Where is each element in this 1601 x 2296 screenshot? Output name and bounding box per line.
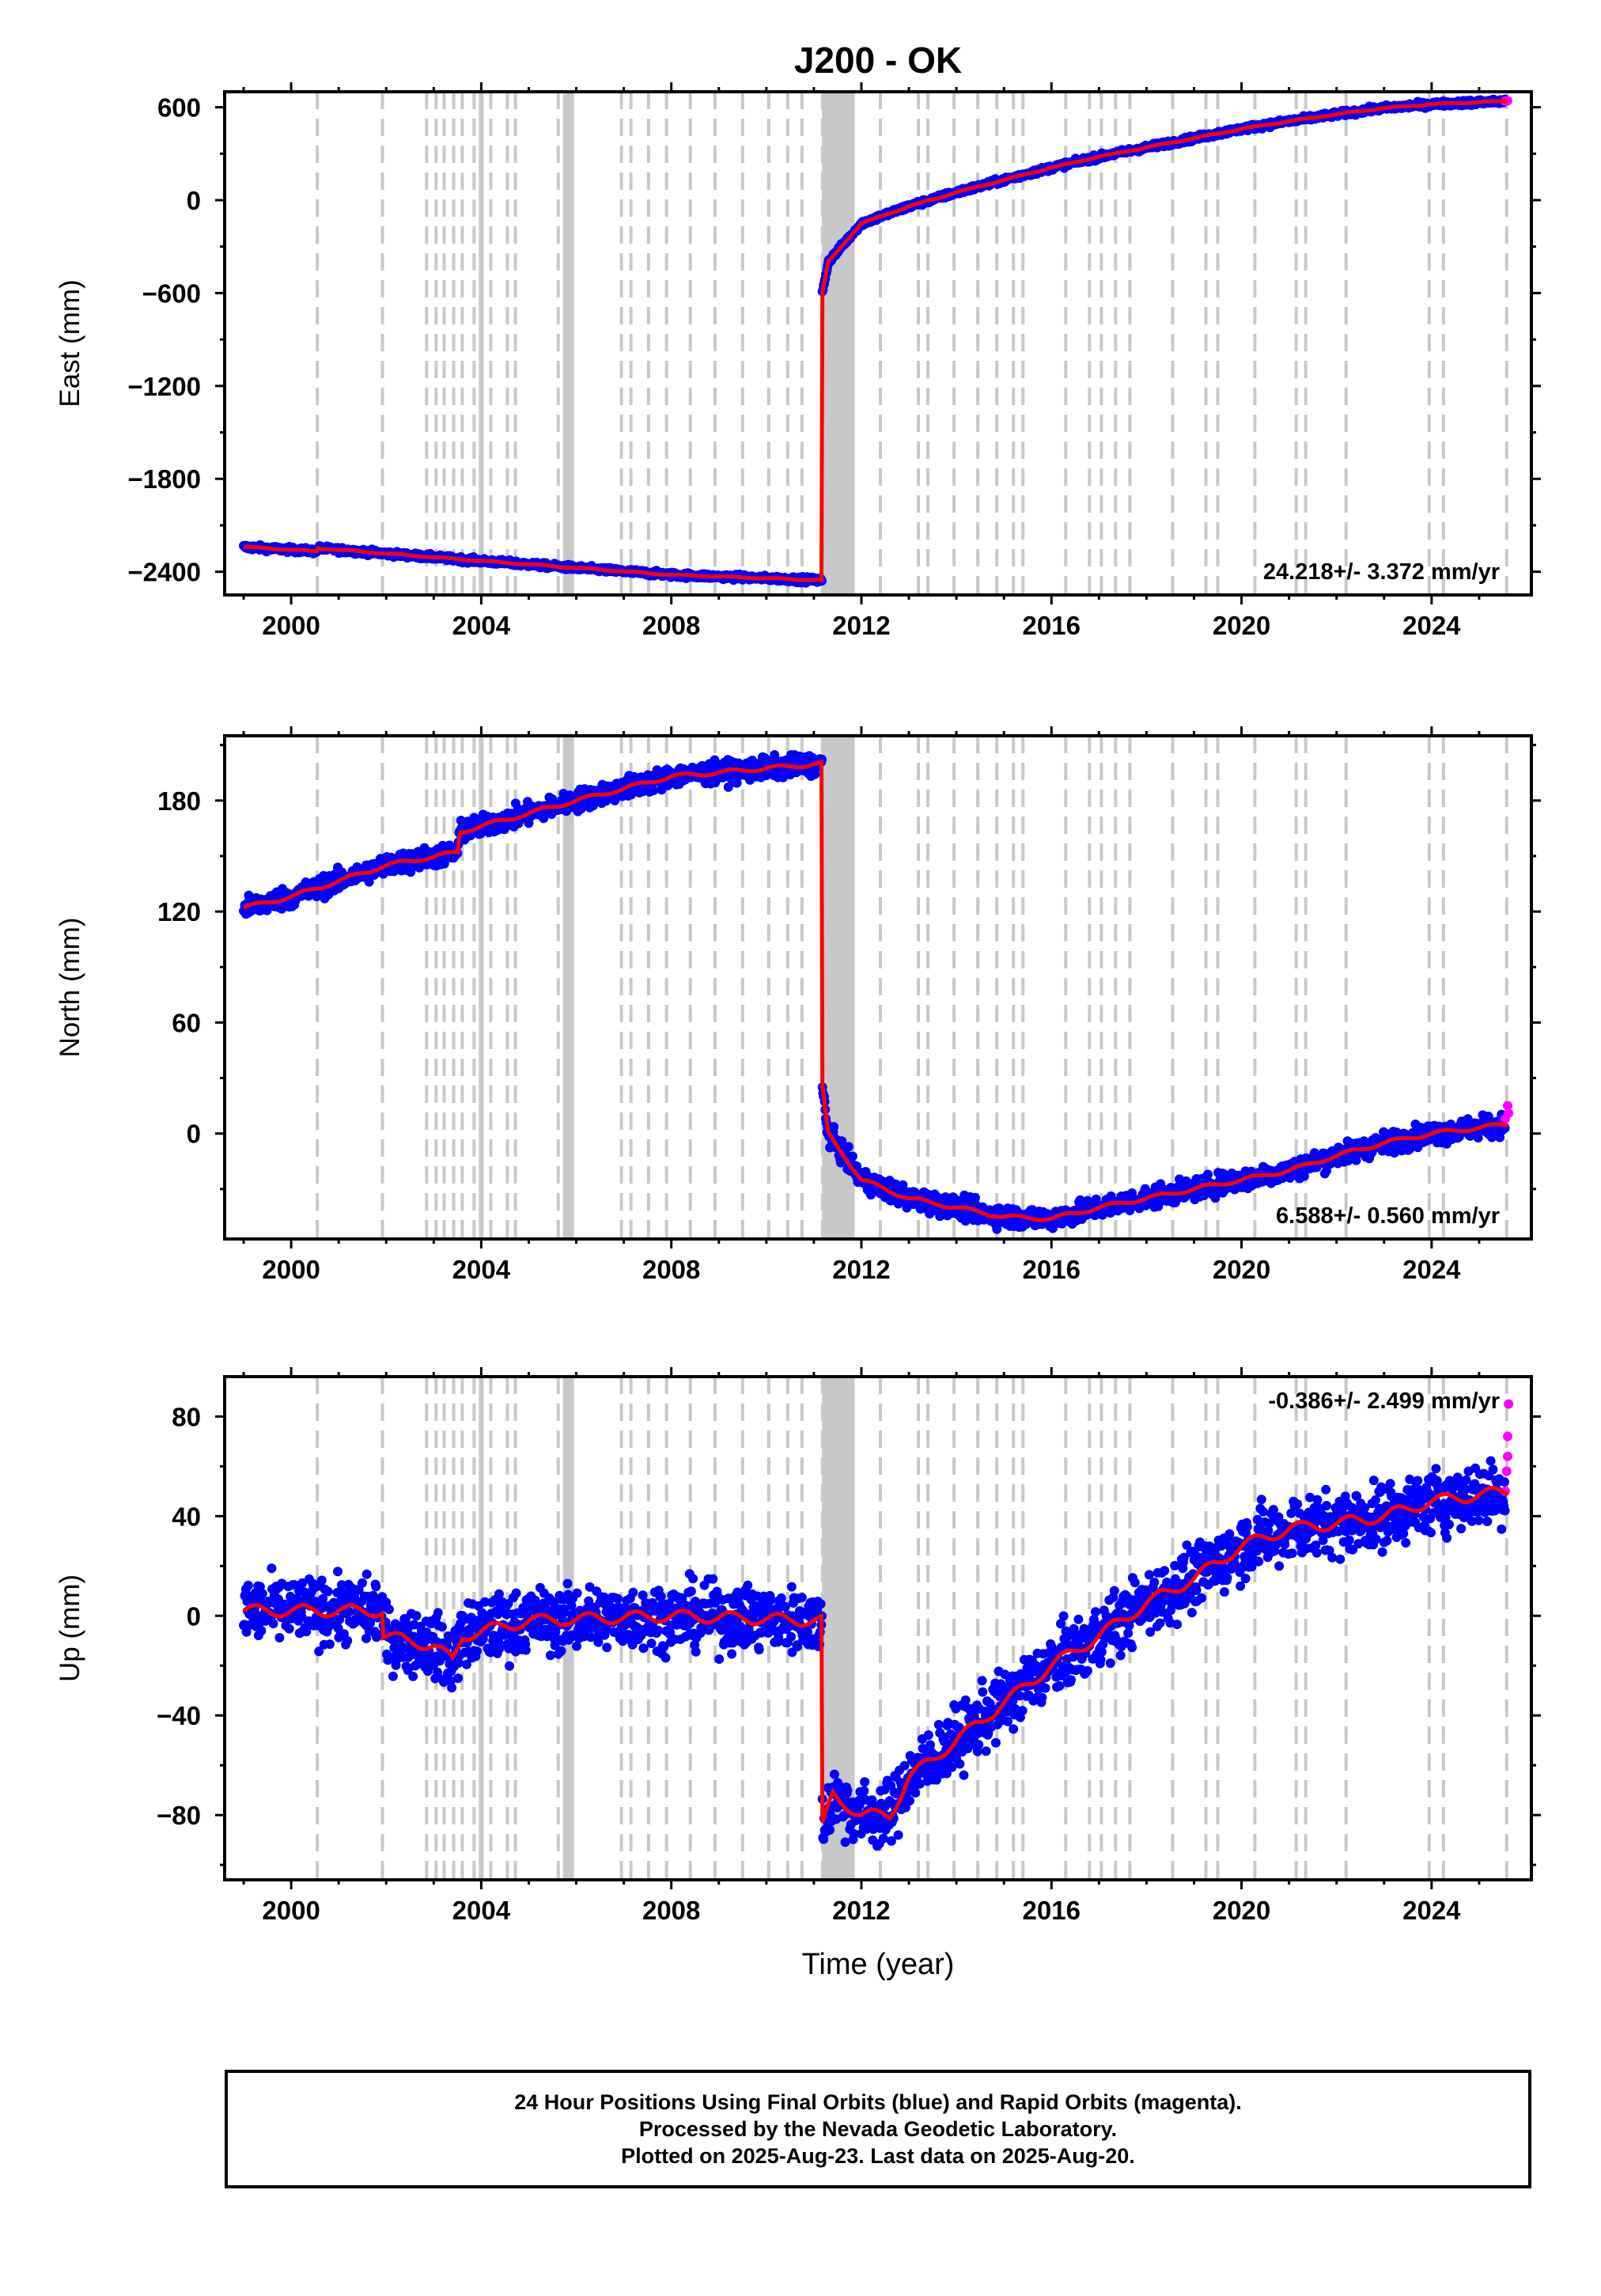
rate-label: 6.588+/- 0.560 mm/yr: [1276, 1203, 1500, 1229]
gps-time-series-chart: J200 - OK 2000 2004 2008 2012 2016 2020 2024 −2…: [55, 40, 1541, 1981]
x-tick-label: 2000: [262, 1255, 320, 1284]
data-point: [267, 1563, 277, 1574]
data-point: [257, 1589, 267, 1599]
data-point: [847, 1151, 857, 1161]
y-tick-label: −600: [142, 278, 201, 308]
y-tick-label: 0: [187, 186, 201, 215]
panel-east: 2000 2004 2008 2012 2016 2020 2024 −2400 −1800 −1…: [55, 82, 1541, 640]
x-tick-label: 2000: [262, 611, 320, 640]
y-tick-label: 120: [157, 897, 201, 926]
plot-area: [239, 736, 1514, 1239]
panels-layer: 2000 2004 2008 2012 2016 2020 2024 −2400 −1800 −1…: [55, 82, 1541, 1925]
x-tick-label: 2004: [452, 611, 511, 640]
y-tick-label: −1800: [127, 464, 201, 494]
data-point: [358, 1578, 367, 1588]
rapid-orbit-point: [1504, 1108, 1514, 1118]
data-point: [323, 1586, 333, 1597]
y-tick-label: 60: [172, 1008, 201, 1037]
data-point: [243, 1580, 253, 1590]
panel-north: 2000 2004 2008 2012 2016 2020 2024 0 60 120 180 Nor…: [55, 726, 1541, 1284]
x-tick-label: 2016: [1023, 1255, 1081, 1284]
x-tick-label: 2020: [1213, 1255, 1270, 1284]
plot-area: [239, 92, 1512, 595]
panel-up: 2000 2004 2008 2012 2016 2020 2024−80−4004080U…: [55, 1367, 1541, 1925]
x-tick-label: 2012: [832, 1255, 890, 1284]
data-point: [843, 1142, 853, 1152]
x-tick-label: 2020: [1213, 611, 1270, 640]
data-point: [361, 1569, 372, 1579]
final-orbit-points: [239, 1456, 1510, 1851]
data-point: [274, 1633, 285, 1642]
data-point: [284, 1623, 294, 1634]
event-band: [479, 92, 484, 595]
data-point: [1203, 1169, 1213, 1180]
x-tick-label: 2004: [452, 1255, 511, 1284]
data-point: [829, 1122, 839, 1132]
panel-frame: [223, 90, 1533, 597]
data-point: [256, 1626, 267, 1636]
data-point: [324, 1639, 335, 1650]
data-point: [524, 818, 534, 828]
event-band: [479, 736, 484, 1239]
y-tick-label: −2400: [127, 558, 201, 587]
data-point: [316, 1575, 327, 1586]
rate-label: 24.218+/- 3.372 mm/yr: [1263, 559, 1500, 585]
y-tick-label: 600: [157, 93, 201, 123]
final-orbit-points: [239, 94, 1510, 588]
x-tick-label: 2024: [1402, 611, 1461, 640]
data-point: [268, 1619, 278, 1629]
y-tick-label: −1200: [127, 372, 201, 401]
y-tick-label: 180: [157, 786, 201, 816]
model-line: [244, 99, 1508, 582]
x-tick-label: 2008: [642, 1255, 700, 1284]
event-band: [822, 92, 855, 595]
data-point: [364, 877, 374, 887]
x-tick-label: 2012: [832, 611, 890, 640]
x-tick-label: 2008: [642, 611, 700, 640]
y-tick-label: 0: [187, 1120, 201, 1149]
y-axis-label: East (mm): [55, 279, 85, 407]
data-point: [343, 1635, 353, 1646]
y-axis-label: North (mm): [55, 918, 85, 1058]
x-tick-label: 2024: [1402, 1255, 1461, 1284]
data-point: [333, 1567, 343, 1577]
x-tick-label: 2016: [1023, 611, 1081, 640]
chart-title: J200 - OK: [794, 40, 962, 81]
plot-area: [239, 1377, 1514, 1880]
